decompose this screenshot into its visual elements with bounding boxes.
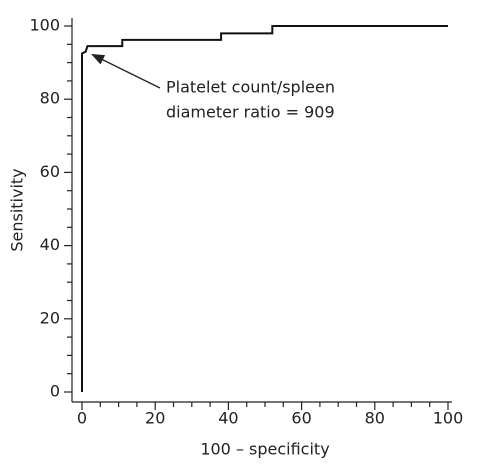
annotation: Platelet count/spleen bbox=[166, 78, 335, 97]
y-tick-label: 20 bbox=[40, 308, 60, 327]
annotation: diameter ratio = 909 bbox=[166, 103, 335, 122]
y-tick-label: 60 bbox=[40, 162, 60, 181]
x-tick-label: 80 bbox=[365, 409, 385, 428]
annotation-arrow bbox=[91, 54, 161, 89]
y-tick-label: 100 bbox=[29, 16, 60, 35]
y-tick-label: 40 bbox=[40, 235, 60, 254]
x-tick-label: 60 bbox=[291, 409, 311, 428]
y-tick-label: 0 bbox=[50, 382, 60, 401]
x-axis-label: 100 – specificity bbox=[200, 440, 329, 459]
roc-curve bbox=[81, 25, 448, 392]
y-tick-label: 80 bbox=[40, 89, 60, 108]
x-tick-label: 0 bbox=[77, 409, 87, 428]
x-tick-label: 20 bbox=[145, 409, 165, 428]
x-tick-label: 40 bbox=[218, 409, 238, 428]
x-tick-label: 100 bbox=[433, 409, 464, 428]
y-axis-label: Sensitivity bbox=[8, 168, 27, 251]
